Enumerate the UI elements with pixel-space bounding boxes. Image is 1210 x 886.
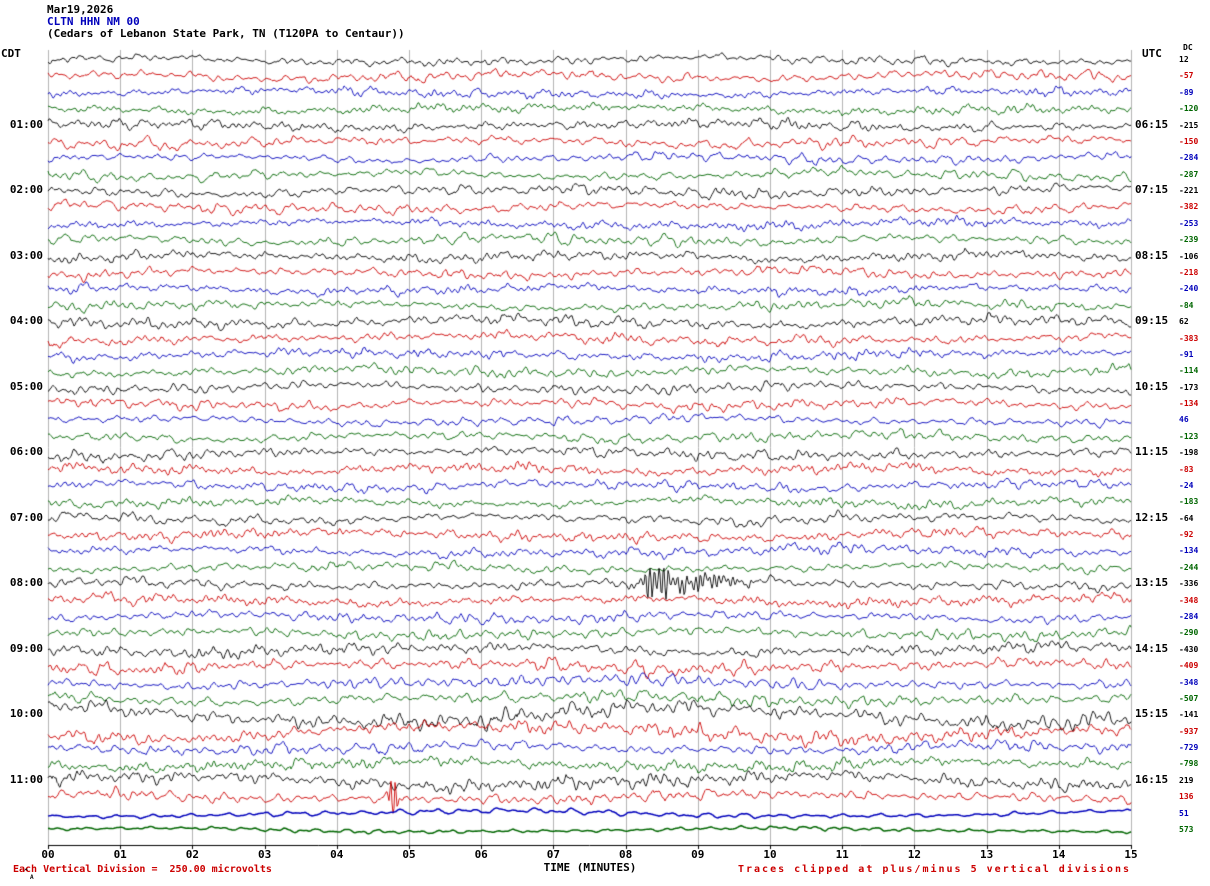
hour-label-utc: 11:15 bbox=[1135, 445, 1169, 459]
x-tick-label: 04 bbox=[330, 848, 344, 861]
dc-offset-value: -284 bbox=[1179, 612, 1199, 622]
hour-label-cdt: 02:00 bbox=[9, 183, 43, 197]
corner-caret-mark: ^ bbox=[24, 868, 29, 876]
dc-offset-value: -937 bbox=[1179, 726, 1199, 736]
dc-offset-value: 219 bbox=[1179, 775, 1194, 785]
hour-label-cdt: 05:00 bbox=[9, 379, 43, 393]
x-tick-label: 08 bbox=[618, 848, 633, 861]
hour-label-utc: 06:15 bbox=[1135, 117, 1169, 131]
dc-offset-value: -173 bbox=[1179, 382, 1199, 392]
dc-offset-value: -729 bbox=[1179, 743, 1199, 753]
x-tick-label: 05 bbox=[402, 848, 416, 861]
hour-label-cdt: 10:00 bbox=[9, 707, 43, 721]
dc-offset-value: 51 bbox=[1179, 808, 1189, 818]
dc-offset-value: -215 bbox=[1179, 120, 1199, 130]
hour-label-utc: 15:15 bbox=[1135, 707, 1169, 721]
x-tick-label: 15 bbox=[1124, 848, 1138, 861]
x-tick-label: 09 bbox=[691, 848, 705, 861]
dc-offset-value: -798 bbox=[1179, 759, 1199, 769]
x-tick-label: 10 bbox=[763, 848, 777, 861]
dc-offset-value: -89 bbox=[1179, 87, 1194, 97]
hour-label-utc: 16:15 bbox=[1135, 772, 1169, 786]
dc-offset-value: -198 bbox=[1179, 448, 1199, 458]
x-tick-label: 06 bbox=[474, 848, 488, 861]
dc-offset-value: 62 bbox=[1179, 317, 1189, 327]
dc-offset-value: -106 bbox=[1179, 251, 1199, 261]
dc-offset-value: -183 bbox=[1179, 497, 1199, 507]
hour-label-utc: 08:15 bbox=[1135, 248, 1169, 262]
hour-label-utc: 10:15 bbox=[1135, 379, 1169, 393]
x-tick-label: 00 bbox=[41, 848, 55, 861]
dc-offset-value: -239 bbox=[1179, 235, 1199, 245]
dc-offset-value: -114 bbox=[1179, 366, 1199, 376]
dc-offset-value: -123 bbox=[1179, 431, 1199, 441]
dc-offset-value: -409 bbox=[1179, 661, 1199, 671]
dc-offset-value: -57 bbox=[1179, 71, 1194, 81]
x-tick-label: 13 bbox=[979, 848, 994, 861]
dc-offset-value: -348 bbox=[1179, 677, 1199, 687]
x-tick-label: 14 bbox=[1052, 848, 1066, 861]
dc-offset-value: -430 bbox=[1179, 644, 1199, 654]
hour-label-utc: 14:15 bbox=[1135, 641, 1169, 655]
dc-offset-value: -284 bbox=[1179, 153, 1199, 163]
hour-label-cdt: 08:00 bbox=[9, 576, 43, 590]
dc-offset-value: -134 bbox=[1179, 399, 1199, 409]
vertical-division-note: Each Vertical Division = 250.00 microvol… bbox=[13, 864, 272, 875]
dc-offset-value: 46 bbox=[1179, 415, 1189, 425]
dc-offset-value: 136 bbox=[1179, 792, 1194, 802]
dc-offset-value: -244 bbox=[1179, 562, 1199, 572]
dc-offset-value: -382 bbox=[1179, 202, 1199, 212]
x-axis-title: TIME (MINUTES) bbox=[543, 861, 637, 874]
dc-offset-value: -336 bbox=[1179, 579, 1199, 589]
dc-offset-value: 573 bbox=[1179, 825, 1194, 834]
dc-offset-value: -91 bbox=[1179, 349, 1194, 359]
dc-offset-value: -150 bbox=[1179, 136, 1199, 146]
dc-offset-value: -383 bbox=[1179, 333, 1199, 343]
dc-offset-value: -134 bbox=[1179, 546, 1199, 556]
hour-label-utc: 12:15 bbox=[1135, 510, 1169, 524]
hour-label-cdt: 07:00 bbox=[9, 510, 43, 524]
x-tick-label: 07 bbox=[546, 848, 561, 861]
dc-offset-value: -290 bbox=[1179, 628, 1199, 638]
dc-offset-value: -141 bbox=[1179, 710, 1199, 720]
hour-label-cdt: 03:00 bbox=[9, 248, 43, 262]
x-tick-label: 03 bbox=[257, 848, 272, 861]
dc-offset-value: -348 bbox=[1179, 595, 1199, 605]
hour-label-cdt: 11:00 bbox=[9, 772, 43, 786]
hour-label-utc: 13:15 bbox=[1135, 576, 1169, 590]
dc-offset-value: -253 bbox=[1179, 218, 1199, 228]
dc-offset-value: -287 bbox=[1179, 169, 1199, 179]
hour-label-utc: 09:15 bbox=[1135, 314, 1169, 328]
dc-offset-value: -120 bbox=[1179, 104, 1199, 114]
dc-offset-value: -92 bbox=[1179, 530, 1194, 540]
dc-offset-value: 12 bbox=[1179, 55, 1189, 64]
x-tick-label: 11 bbox=[835, 848, 849, 861]
dc-offset-value: -218 bbox=[1179, 267, 1199, 277]
dc-offset-value: -24 bbox=[1179, 480, 1194, 490]
dc-offset-value: -507 bbox=[1179, 693, 1199, 703]
dc-offset-value: -240 bbox=[1179, 284, 1199, 294]
hour-label-cdt: 01:00 bbox=[9, 117, 43, 131]
clip-note: Traces clipped at plus/minus 5 vertical … bbox=[737, 864, 1131, 875]
hour-label-cdt: 09:00 bbox=[9, 641, 43, 655]
x-tick-label: 01 bbox=[113, 848, 127, 861]
dc-offset-value: -84 bbox=[1179, 300, 1194, 310]
x-tick-label: 12 bbox=[907, 848, 922, 861]
dc-offset-value: -83 bbox=[1179, 464, 1194, 474]
hour-label-cdt: 04:00 bbox=[9, 314, 43, 328]
dc-offset-value: -64 bbox=[1179, 513, 1194, 523]
dc-offset-value: -221 bbox=[1179, 186, 1199, 196]
hour-label-cdt: 06:00 bbox=[9, 445, 43, 459]
hour-label-utc: 07:15 bbox=[1135, 183, 1169, 197]
x-tick-label: 02 bbox=[185, 848, 200, 861]
corner-letter-mark: A bbox=[30, 874, 34, 881]
